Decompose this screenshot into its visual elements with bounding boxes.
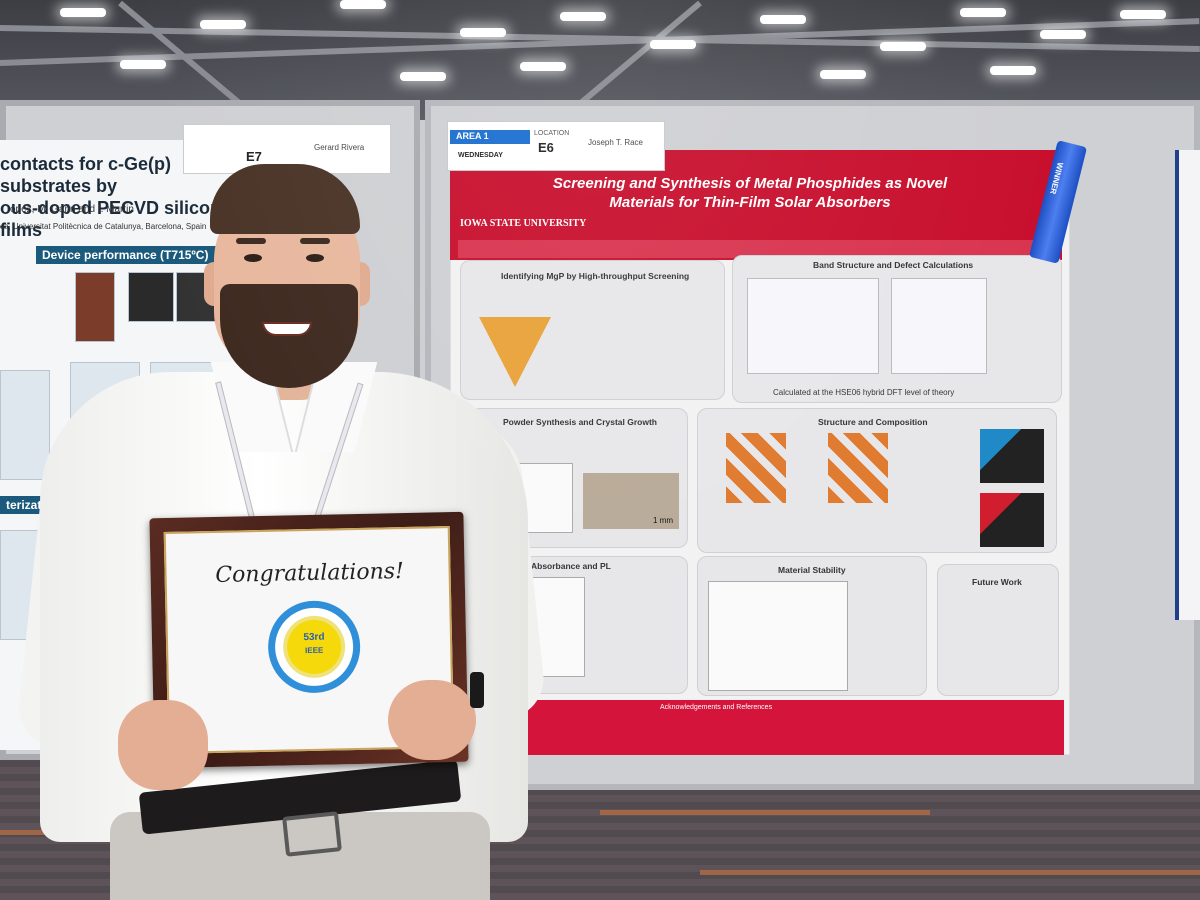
eye: [244, 254, 262, 262]
band-structure-plot: [747, 278, 879, 374]
left-hand: [118, 700, 208, 790]
location-label: LOCATION: [534, 130, 570, 137]
eyebrow: [300, 238, 330, 244]
left-section-device-label: Device performance (T: [42, 248, 172, 262]
left-poster-title: contacts for c-Ge(p) substrates by ous-d…: [0, 153, 240, 241]
left-poster-diagram: [0, 370, 50, 480]
main-title-line: Materials for Thin-Film Solar Absorbers: [609, 194, 891, 211]
panel-screening: Identifying MgP by High-throughput Scree…: [460, 260, 725, 400]
day-label: WEDNESDAY: [458, 152, 503, 159]
left-title-line: contacts for c-Ge(p) substrates by: [0, 154, 172, 196]
ceiling-light: [560, 12, 606, 21]
defect-plot: [891, 278, 987, 374]
panel-title: Absorbance and PL: [531, 561, 611, 571]
ceiling-light: [820, 70, 866, 79]
seal-org: IEEE: [305, 645, 324, 656]
eyebrow: [236, 238, 266, 244]
left-presenter-name: Gerard Rivera: [314, 143, 365, 152]
left-section-device-tail: 715ºC): [171, 248, 209, 262]
structure-render: [980, 493, 1044, 547]
screening-funnel: [479, 317, 551, 387]
crystal-structure-figure: [828, 433, 888, 503]
area-tag: AREA 1: [450, 130, 530, 144]
ceiling-light: [1040, 30, 1086, 39]
ceiling-light: [880, 42, 926, 51]
ceiling-light: [520, 62, 566, 71]
ceiling-light: [460, 28, 506, 37]
right-hand: [388, 680, 476, 760]
panel-title: Band Structure and Defect Calculations: [813, 260, 974, 270]
crystal-structure-figure: [726, 433, 786, 503]
right-presenter-name: Joseph T. Race: [588, 138, 643, 147]
ceiling-light: [200, 20, 246, 29]
scale-bar-label: 1 mm: [653, 516, 673, 525]
ceiling-light: [990, 66, 1036, 75]
left-poster-authors: ópez, M. Garin and I. Martin: [10, 204, 134, 215]
panel-title: Structure and Composition: [818, 417, 928, 427]
left-location-code: E7: [246, 149, 262, 164]
ceiling-light: [60, 8, 106, 17]
seal-number: 53rd: [303, 631, 325, 644]
ceiling-light: [120, 60, 166, 69]
left-poster-figure: [128, 272, 174, 322]
panel-future-work: Future Work: [937, 564, 1059, 696]
left-poster-affiliation: ca, Universitat Politècnica de Catalunya…: [0, 222, 207, 231]
ceiling-light: [1120, 10, 1166, 19]
adjacent-poster-edge: [1175, 150, 1200, 620]
panel-title: Material Stability: [778, 565, 846, 575]
institution-logo-text: IOWA STATE UNIVERSITY: [460, 218, 587, 229]
congratulations-text: Congratulations!: [215, 559, 405, 588]
ceiling-light: [650, 40, 696, 49]
panel-title: Powder Synthesis and Crystal Growth: [503, 417, 657, 427]
main-title-line: Screening and Synthesis of Metal Phosphi…: [552, 175, 948, 192]
ceiling-light: [760, 15, 806, 24]
ceiling-light: [400, 72, 446, 81]
left-section-device: Device performance (T715ºC): [36, 246, 216, 264]
panel-title: Future Work: [972, 577, 1022, 587]
crystal-photo: 1 mm: [583, 473, 679, 529]
right-location-code: E6: [538, 140, 554, 155]
band-caption: Calculated at the HSE06 hybrid DFT level…: [773, 388, 955, 397]
carpet-stripe: [600, 810, 930, 815]
ceiling-light: [960, 8, 1006, 17]
wrist-watch: [470, 672, 484, 708]
footer-label: Acknowledgements and References: [660, 704, 773, 711]
ceiling-light: [340, 0, 386, 9]
carpet-stripe: [700, 870, 1200, 875]
belt-buckle: [282, 811, 342, 857]
panel-stability: Material Stability: [697, 556, 927, 696]
panel-title: Identifying MgP by High-throughput Scree…: [501, 271, 690, 281]
left-poster-figure: [75, 272, 115, 342]
smile: [262, 322, 312, 336]
stability-xrd-plot: [708, 581, 848, 691]
seal-sun-icon: 53rd IEEE: [286, 619, 342, 675]
left-title-line: ous-doped PECVD silicon films: [0, 198, 222, 240]
hair: [210, 164, 360, 234]
main-poster-title: Screening and Synthesis of Metal Phosphi…: [540, 174, 960, 212]
structure-render: [980, 429, 1044, 483]
right-location-card: LOCATION E6 Joseph T. Race WEDNESDAY: [447, 121, 665, 171]
panel-band-structure: Band Structure and Defect Calculations C…: [732, 255, 1062, 403]
eye: [306, 254, 324, 262]
main-poster-footer: [478, 700, 1064, 755]
panel-structure: Structure and Composition: [697, 408, 1057, 553]
main-poster-authors-bar: [458, 240, 1058, 258]
panel-powder-synthesis: Powder Synthesis and Crystal Growth 1 mm: [470, 408, 688, 548]
ieee-pvsc-seal: 53rd IEEE: [267, 599, 362, 694]
